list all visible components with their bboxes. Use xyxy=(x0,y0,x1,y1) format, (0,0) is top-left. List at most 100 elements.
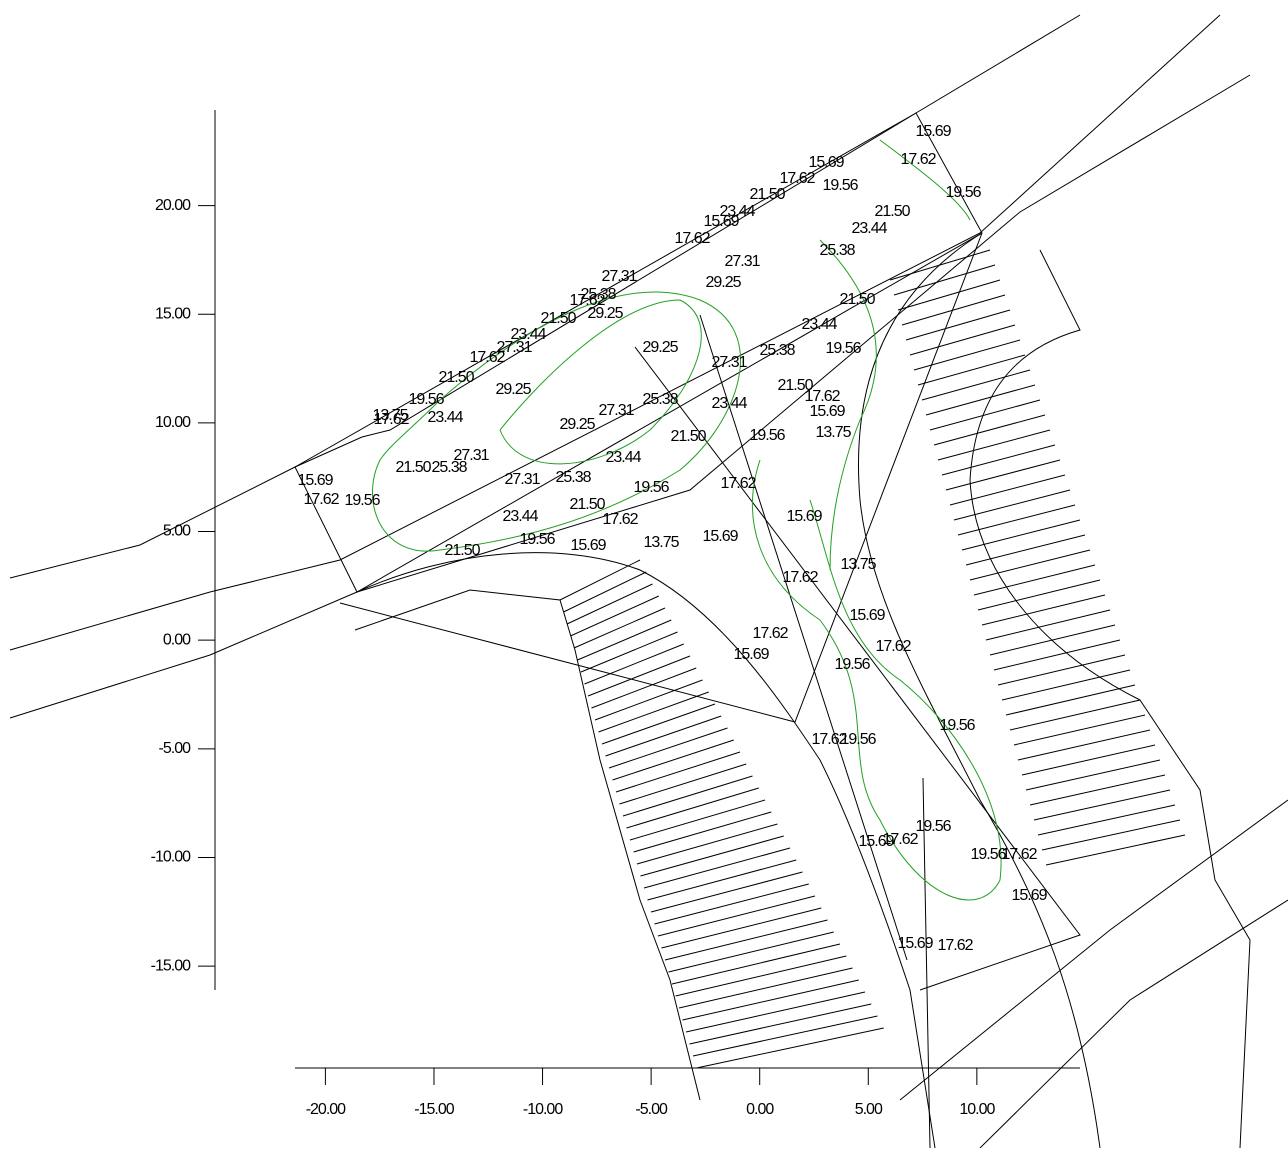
hatch-line xyxy=(1037,804,1176,836)
hatch-line xyxy=(977,579,1101,611)
hatch-line xyxy=(909,324,1016,356)
contour-label: 15.69 xyxy=(570,537,606,554)
hatch-line xyxy=(626,787,759,829)
contour-label: 13.75 xyxy=(643,534,679,551)
contour-label: 15.69 xyxy=(1011,887,1047,904)
y-tick-label: 15.00 xyxy=(155,305,191,322)
hatch-line xyxy=(675,955,847,997)
y-tick-label: 10.00 xyxy=(155,414,191,431)
contour-label: 25.38 xyxy=(819,242,855,259)
hatch-line xyxy=(587,655,691,697)
hatch-line xyxy=(598,691,709,733)
contour-label: 19.56 xyxy=(633,479,669,496)
contour-label: 27.31 xyxy=(724,253,760,270)
hatch-line xyxy=(997,654,1126,686)
contour-label: 17.62 xyxy=(779,170,815,187)
contour-label: 21.50 xyxy=(395,459,431,476)
hatch-line xyxy=(563,571,647,613)
hatch-line xyxy=(664,919,828,961)
contour-label: 19.56 xyxy=(945,184,981,201)
y-tick-label: -5.00 xyxy=(159,740,192,757)
contour-label: 27.31 xyxy=(504,471,540,488)
hatch-line xyxy=(696,1027,884,1069)
hatch-line xyxy=(1005,684,1136,716)
contour-label: 19.56 xyxy=(970,846,1006,863)
contour-label: 23.44 xyxy=(510,326,546,343)
hatch-line xyxy=(566,583,653,625)
hatch-line xyxy=(605,715,722,757)
hatch-line xyxy=(989,624,1116,656)
contour-label: 17.62 xyxy=(602,511,638,528)
contour-label: 21.50 xyxy=(569,496,605,513)
contour-label: 15.69 xyxy=(808,154,844,171)
contour-label: 17.62 xyxy=(1001,846,1037,863)
contour-label: 19.56 xyxy=(840,731,876,748)
hatch-line xyxy=(570,595,659,637)
contour-label: 21.50 xyxy=(444,542,480,559)
x-tick-label: 0.00 xyxy=(746,1101,774,1118)
contour-label: 23.44 xyxy=(502,508,538,525)
contour-label: 19.56 xyxy=(939,717,975,734)
y-tick-label: 20.00 xyxy=(155,197,191,214)
contour-label: 15.69 xyxy=(897,935,933,952)
hatch-line xyxy=(612,739,734,781)
contour-label: 25.38 xyxy=(759,342,795,359)
contour-label: 19.56 xyxy=(408,391,444,408)
hatch-line xyxy=(981,594,1106,626)
hatch-line xyxy=(953,489,1071,521)
x-tick-label: -20.00 xyxy=(306,1101,346,1118)
contour-label: 21.50 xyxy=(874,203,910,220)
contour-label: 21.50 xyxy=(540,310,576,327)
hatch-line xyxy=(937,429,1051,461)
contour-label: 23.44 xyxy=(851,220,887,237)
hatch-line xyxy=(957,504,1076,536)
contour-label: 17.62 xyxy=(804,388,840,405)
contour-label: 15.69 xyxy=(858,833,894,850)
hatch-line xyxy=(1017,729,1151,761)
contour-label: 29.25 xyxy=(705,274,741,291)
hatch-line xyxy=(633,811,772,853)
contour-label: 21.50 xyxy=(749,186,785,203)
contour-label: 21.50 xyxy=(438,369,474,386)
hatch-line xyxy=(629,799,766,841)
contour-label: 25.38 xyxy=(555,469,591,486)
contour-label: 13.75 xyxy=(840,556,876,573)
contour-label: 27.31 xyxy=(601,268,637,285)
contour-label: 15.69 xyxy=(702,528,738,545)
hatch-line xyxy=(905,309,1011,341)
contour-label: 17.62 xyxy=(875,638,911,655)
hatch-line xyxy=(1009,699,1141,731)
contour-label: 15.69 xyxy=(297,472,333,489)
hatch-line xyxy=(685,991,866,1033)
hatch-line xyxy=(985,609,1111,641)
contour-label: 15.69 xyxy=(786,508,822,525)
hatch-line xyxy=(594,679,703,721)
hatch-line xyxy=(1021,744,1156,776)
x-tick-label: 5.00 xyxy=(855,1101,883,1118)
x-tick-label: -10.00 xyxy=(523,1101,563,1118)
contour-label: 21.50 xyxy=(777,377,813,394)
hatch-line xyxy=(913,339,1021,371)
hatch-line xyxy=(615,751,741,793)
hatch-line xyxy=(917,354,1026,386)
hatch-line xyxy=(929,399,1041,431)
contour-label: 29.25 xyxy=(587,305,623,322)
y-tick-label: -15.00 xyxy=(151,957,191,974)
contour-label: 23.44 xyxy=(719,203,755,220)
contour-label: 29.25 xyxy=(559,416,595,433)
contours xyxy=(372,139,1002,901)
contour-label: 19.56 xyxy=(822,177,858,194)
hatch-line xyxy=(969,549,1091,581)
hatch-line xyxy=(933,414,1046,446)
hatch-line xyxy=(889,249,991,281)
contour-label: 19.56 xyxy=(749,427,785,444)
hatch-line xyxy=(901,294,1006,326)
hatch-line xyxy=(643,847,791,889)
contour-label: 17.62 xyxy=(900,151,936,168)
hatch-line xyxy=(1045,834,1186,866)
hatch-line xyxy=(1001,669,1131,701)
hatch-line xyxy=(671,943,841,985)
hatch-line xyxy=(1033,789,1171,821)
hatch-line xyxy=(573,607,666,649)
contour-label: 23.44 xyxy=(605,449,641,466)
